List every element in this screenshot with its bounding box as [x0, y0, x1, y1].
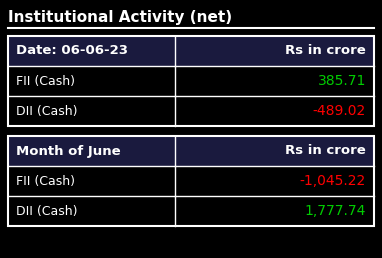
Bar	[8, 136, 374, 166]
Text: -1,045.22: -1,045.22	[300, 174, 366, 188]
Text: DII (Cash): DII (Cash)	[16, 104, 78, 117]
Text: DII (Cash): DII (Cash)	[16, 205, 78, 217]
Bar	[8, 196, 374, 226]
Text: Institutional Activity (net): Institutional Activity (net)	[8, 10, 232, 25]
Bar	[8, 36, 374, 126]
Bar	[8, 166, 374, 196]
Text: Month of June: Month of June	[16, 144, 121, 157]
Text: Rs in crore: Rs in crore	[285, 144, 366, 157]
Bar	[8, 36, 374, 66]
Text: FII (Cash): FII (Cash)	[16, 75, 75, 87]
Text: 1,777.74: 1,777.74	[304, 204, 366, 218]
Bar	[8, 136, 374, 226]
Text: Rs in crore: Rs in crore	[285, 44, 366, 58]
Bar	[8, 96, 374, 126]
Text: 385.71: 385.71	[317, 74, 366, 88]
Bar	[8, 66, 374, 96]
Text: -489.02: -489.02	[313, 104, 366, 118]
Text: FII (Cash): FII (Cash)	[16, 174, 75, 188]
Text: Date: 06-06-23: Date: 06-06-23	[16, 44, 128, 58]
